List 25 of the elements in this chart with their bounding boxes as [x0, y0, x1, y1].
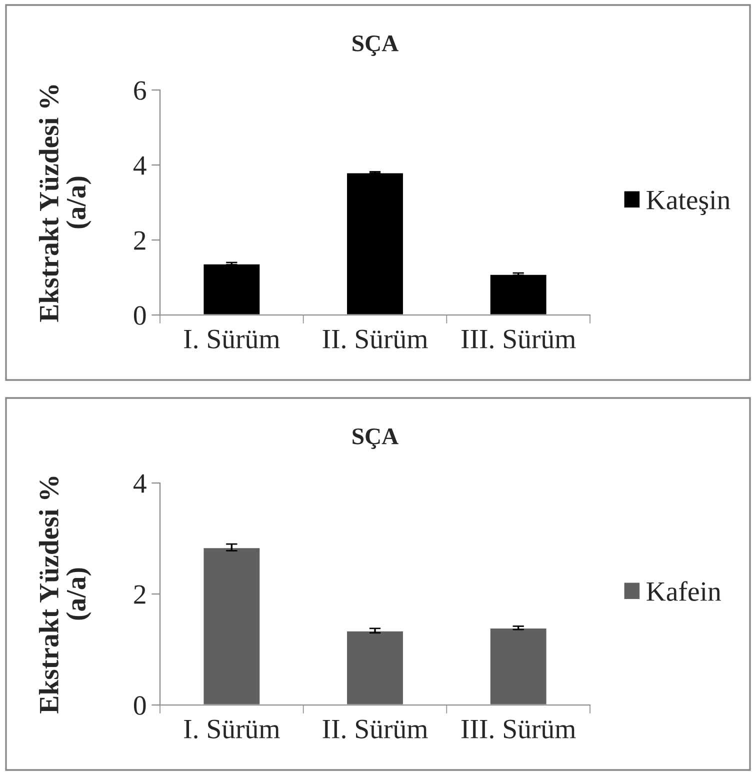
bar — [346, 630, 404, 705]
y-tick-label: 4 — [133, 474, 146, 493]
y-axis-title: Ekstrakt Yüzdesi % (a/a) — [38, 476, 92, 714]
y-axis-title: Ekstrakt Yüzdesi % (a/a) — [38, 85, 92, 322]
bar — [202, 262, 262, 315]
y-tick-label: 2 — [134, 231, 146, 250]
bar — [202, 546, 262, 705]
legend-label: Kafein — [646, 581, 721, 601]
y-tick-label: 0 — [134, 306, 146, 325]
x-tick-label: III. Sürüm — [461, 330, 576, 349]
chart-title: SÇA — [352, 35, 398, 56]
bar — [488, 627, 548, 705]
y-tick-label: 0 — [134, 696, 146, 715]
y-tick-label: 6 — [134, 81, 146, 100]
bar — [488, 273, 548, 315]
x-tick-label: III. Sürüm — [461, 720, 576, 739]
chart-title: SÇA — [352, 428, 398, 449]
x-tick-label: II. Sürüm — [322, 720, 428, 739]
y-tick-label: 2 — [134, 585, 146, 604]
x-tick-label: I. Sürüm — [184, 720, 280, 739]
legend-label: Kateşin — [646, 190, 730, 216]
x-tick-label: I. Sürüm — [184, 330, 280, 349]
y-tick-label: 4 — [133, 156, 146, 175]
x-tick-label: II. Sürüm — [322, 330, 428, 349]
bar — [346, 172, 404, 315]
